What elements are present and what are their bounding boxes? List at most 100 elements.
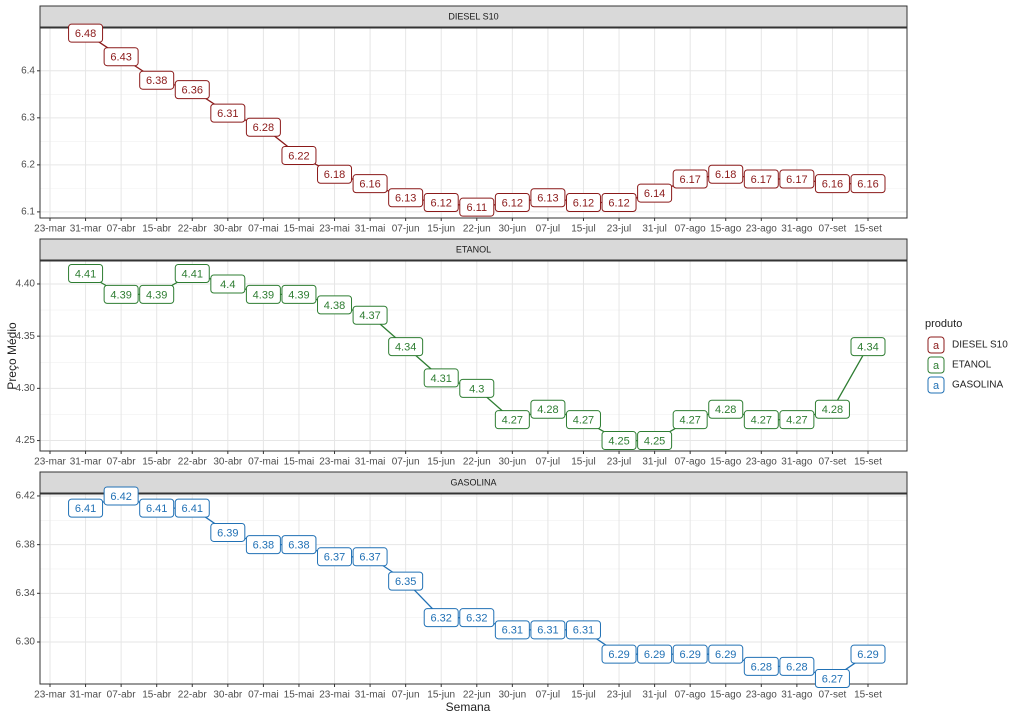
data-label: 6.27 [822,673,843,685]
data-label-box [103,47,139,67]
data-label-box [601,431,637,451]
data-label-box [245,284,281,304]
data-label: 4.39 [146,289,167,301]
data-label: 6.32 [466,613,487,625]
data-label: 4.39 [110,289,131,301]
data-label: 6.17 [786,174,807,186]
panel [40,28,907,218]
x-tick-label: 31-mar [70,690,102,701]
data-label: 6.35 [395,576,416,588]
data-label-box [210,103,246,123]
data-label-box [743,410,779,430]
x-tick-label: 15-jul [571,457,595,468]
x-tick-label: 07-jul [536,457,560,468]
data-label: 6.16 [857,179,878,191]
data-label-box [672,644,708,664]
data-label: 6.36 [182,85,203,97]
y-tick-label: 6.38 [16,539,36,550]
data-label-box [317,547,353,567]
data-label-box [814,399,850,419]
x-tick-label: 07-ago [675,457,707,468]
x-tick-label: 15-ago [710,457,742,468]
x-tick-label: 23-jul [607,457,631,468]
data-label-box [139,498,175,518]
data-label: 4.25 [608,435,629,447]
x-tick-label: 23-mar [34,457,66,468]
strip [39,471,908,494]
y-tick-label: 4.30 [16,383,36,394]
y-tick-label: 6.42 [16,491,36,502]
data-label: 6.28 [751,661,772,673]
x-tick-label: 23-ago [746,690,778,701]
data-label-box [637,644,673,664]
data-label-box [708,164,744,184]
x-tick-label: 15-mai [284,457,315,468]
data-label: 4.41 [75,268,96,280]
data-label: 6.12 [573,197,594,209]
data-label: 6.18 [324,169,345,181]
x-tick-label: 30-abr [213,457,243,468]
y-tick-label: 4.25 [16,435,36,446]
data-label: 6.29 [679,649,700,661]
x-tick-label: 07-mai [248,224,279,235]
data-label-box [459,608,495,628]
x-tick-label: 15-mai [284,690,315,701]
data-label: 4.34 [857,342,878,354]
x-tick-label: 22-jun [463,457,491,468]
data-label: 6.17 [751,174,772,186]
x-tick-label: 15-jun [427,457,455,468]
x-tick-label: 30-jun [498,457,526,468]
x-tick-label: 07-ago [675,690,707,701]
data-label-box [423,368,459,388]
data-label-box [210,522,246,542]
legend-key-text: a [933,340,940,352]
data-label-box [565,620,601,640]
x-tick-label: 30-abr [213,224,243,235]
data-label-box [743,169,779,189]
x-tick-label: 23-jul [607,690,631,701]
data-label-box [459,378,495,398]
data-label-box [814,669,850,689]
x-axis-title: Semana [446,700,491,714]
data-label: 4.27 [751,415,772,427]
x-tick-label: 23-jul [607,224,631,235]
panel-border [39,260,908,452]
y-tick-label: 6.30 [16,637,36,648]
data-label: 4.28 [822,404,843,416]
data-label: 4.27 [573,415,594,427]
data-label-box [708,644,744,664]
data-label-box [281,535,317,555]
data-label: 6.18 [715,169,736,181]
x-tick-label: 15-jun [427,690,455,701]
x-tick-label: 23-mar [34,690,66,701]
data-label: 6.31 [502,625,523,637]
x-tick-label: 15-set [854,224,882,235]
data-label-box [210,274,246,294]
data-label: 4.27 [679,415,700,427]
data-label: 6.12 [502,197,523,209]
data-label-box [743,656,779,676]
x-tick-label: 31-jul [642,457,666,468]
data-label-box [565,192,601,212]
x-tick-label: 15-mai [284,224,315,235]
data-label: 6.31 [537,625,558,637]
data-label-box [245,117,281,137]
data-label: 6.42 [110,491,131,503]
x-tick-label: 07-set [819,224,847,235]
legend-key-text: a [933,360,940,372]
data-label-box [352,174,388,194]
data-label-box [850,337,886,357]
data-label-box [672,169,708,189]
data-label-box [103,284,139,304]
data-label-box [530,399,566,419]
strip [39,5,908,28]
x-tick-label: 23-ago [746,457,778,468]
data-label: 6.13 [395,193,416,205]
data-label-box [388,337,424,357]
data-label: 6.16 [822,179,843,191]
data-label: 6.14 [644,188,665,200]
data-label: 6.12 [608,197,629,209]
panel-border [39,27,908,219]
x-tick-label: 31-jul [642,224,666,235]
data-label-box [601,192,637,212]
